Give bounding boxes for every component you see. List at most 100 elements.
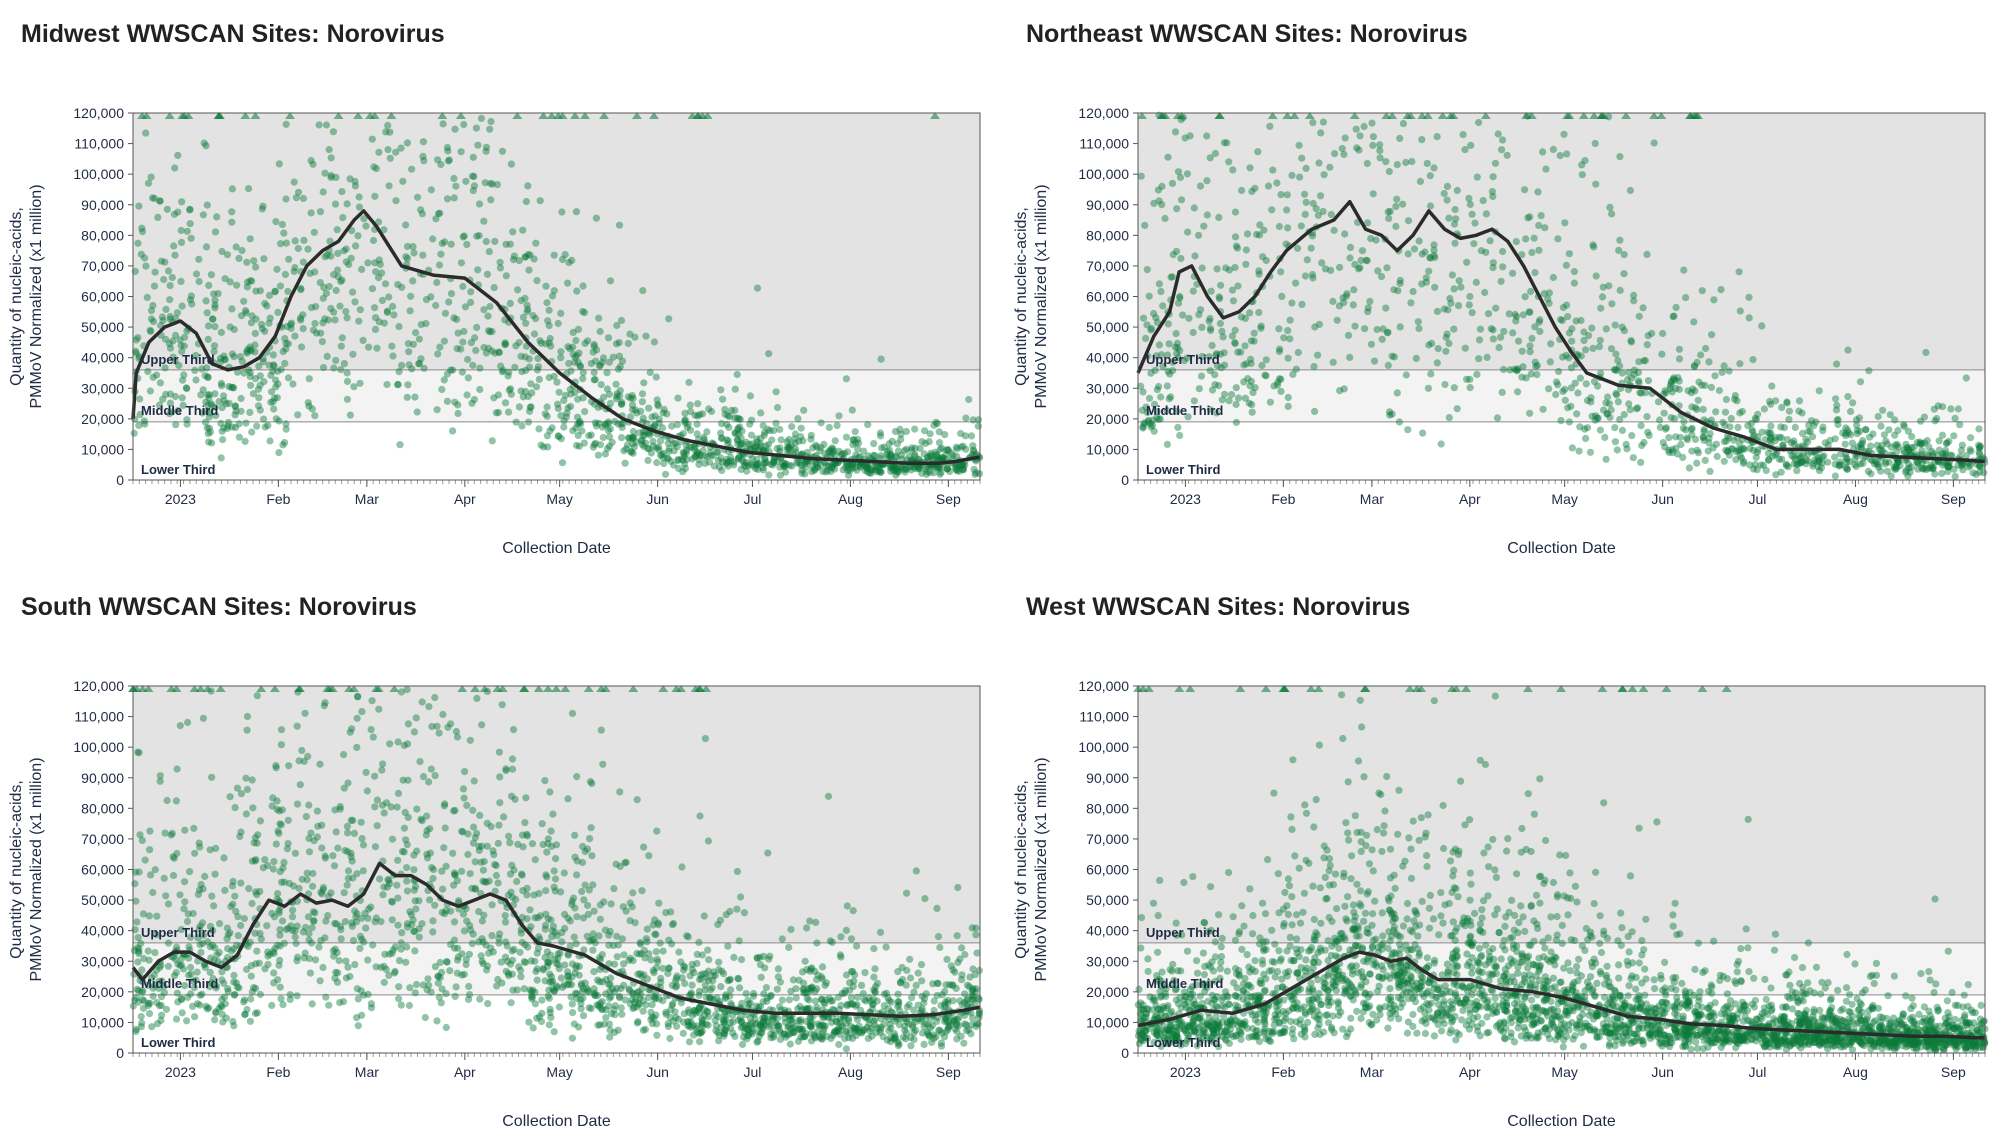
data-point bbox=[1473, 279, 1480, 286]
data-point bbox=[1204, 211, 1211, 218]
data-point bbox=[279, 917, 286, 924]
data-point bbox=[1620, 270, 1627, 277]
data-point bbox=[829, 464, 836, 471]
data-point bbox=[808, 432, 815, 439]
data-point bbox=[600, 898, 607, 905]
data-point bbox=[386, 129, 393, 136]
data-point bbox=[311, 268, 318, 275]
data-point bbox=[304, 246, 311, 253]
data-point bbox=[717, 983, 724, 990]
data-point bbox=[1677, 441, 1684, 448]
data-point bbox=[172, 421, 179, 428]
data-point bbox=[473, 125, 480, 132]
data-point bbox=[701, 912, 708, 919]
data-point bbox=[1712, 408, 1719, 415]
data-point bbox=[569, 1009, 576, 1016]
data-point bbox=[1190, 288, 1197, 295]
data-point bbox=[616, 339, 623, 346]
data-point bbox=[1577, 317, 1584, 324]
data-point bbox=[1266, 123, 1273, 130]
data-point bbox=[1302, 272, 1309, 279]
data-point bbox=[476, 200, 483, 207]
data-point bbox=[1138, 173, 1145, 180]
data-point bbox=[244, 713, 251, 720]
data-point bbox=[778, 436, 785, 443]
data-point bbox=[1526, 342, 1533, 349]
data-point bbox=[279, 221, 286, 228]
data-point bbox=[1792, 424, 1799, 431]
data-point bbox=[152, 269, 159, 276]
data-point bbox=[379, 297, 386, 304]
y-tick-label: 60,000 bbox=[81, 289, 124, 305]
data-point bbox=[221, 994, 228, 1001]
data-point bbox=[1424, 160, 1431, 167]
data-point bbox=[1411, 245, 1418, 252]
data-point bbox=[354, 232, 361, 239]
data-point bbox=[1315, 159, 1322, 166]
data-point bbox=[317, 208, 324, 215]
data-point bbox=[136, 395, 143, 402]
data-point bbox=[311, 320, 318, 327]
data-point bbox=[525, 267, 532, 274]
data-point bbox=[1405, 217, 1412, 224]
data-point bbox=[844, 902, 851, 909]
data-point bbox=[233, 408, 240, 415]
data-point bbox=[870, 974, 877, 981]
data-point bbox=[291, 268, 298, 275]
data-point bbox=[146, 828, 153, 835]
data-point bbox=[1164, 154, 1171, 161]
data-point bbox=[1527, 288, 1534, 295]
data-point bbox=[387, 155, 394, 162]
data-point bbox=[603, 369, 610, 376]
data-point bbox=[172, 332, 179, 339]
data-point bbox=[247, 235, 254, 242]
data-point bbox=[696, 1038, 703, 1045]
data-point bbox=[656, 420, 663, 427]
data-point bbox=[1446, 414, 1453, 421]
data-point bbox=[224, 251, 231, 258]
data-point bbox=[774, 404, 781, 411]
data-point bbox=[1613, 391, 1620, 398]
data-point bbox=[555, 433, 562, 440]
data-point bbox=[190, 825, 197, 832]
data-point bbox=[1405, 250, 1412, 257]
data-point bbox=[586, 835, 593, 842]
data-point bbox=[936, 1027, 943, 1034]
data-point bbox=[437, 161, 444, 168]
data-point bbox=[1726, 452, 1733, 459]
data-point bbox=[625, 340, 632, 347]
data-point bbox=[1914, 466, 1921, 473]
data-point bbox=[467, 288, 474, 295]
data-point bbox=[1519, 348, 1526, 355]
data-point bbox=[355, 1022, 362, 1029]
data-point bbox=[320, 188, 327, 195]
data-point bbox=[1451, 240, 1458, 247]
y-tick-label: 100,000 bbox=[1078, 166, 1129, 182]
data-point bbox=[1615, 398, 1622, 405]
data-point bbox=[150, 993, 157, 1000]
data-point bbox=[1616, 237, 1623, 244]
data-point bbox=[405, 720, 412, 727]
data-point bbox=[574, 421, 581, 428]
data-point bbox=[1947, 405, 1954, 412]
y-tick-label: 120,000 bbox=[73, 105, 124, 121]
data-point bbox=[1256, 221, 1263, 228]
data-point bbox=[546, 374, 553, 381]
data-point bbox=[765, 471, 772, 478]
data-point bbox=[1665, 434, 1672, 441]
data-point bbox=[734, 371, 741, 378]
data-point bbox=[561, 417, 568, 424]
data-point bbox=[802, 464, 809, 471]
data-point bbox=[1286, 335, 1293, 342]
data-point bbox=[1635, 358, 1642, 365]
data-point bbox=[407, 307, 414, 314]
data-point bbox=[1853, 463, 1860, 470]
data-point bbox=[575, 359, 582, 366]
data-point bbox=[732, 386, 739, 393]
data-point bbox=[556, 389, 563, 396]
panel-northeast: Northeast WWSCAN Sites: Norovirus Upper … bbox=[1005, 0, 2000, 570]
data-point bbox=[1662, 389, 1669, 396]
data-point bbox=[273, 266, 280, 273]
data-point bbox=[1887, 411, 1894, 418]
